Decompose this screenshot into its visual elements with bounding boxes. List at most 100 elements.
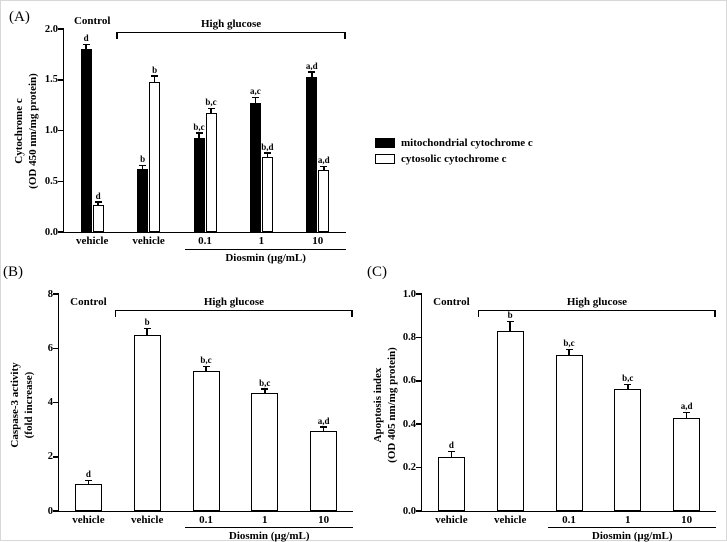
error-bar-cap <box>94 201 102 203</box>
significance-label: d <box>85 469 91 480</box>
bar <box>261 156 273 232</box>
chart-caspase-3: Caspase-3 activity (fold increase) Contro… <box>1 264 369 542</box>
y-tick-label: 2.0 <box>44 23 58 35</box>
x-tick-label: 1 <box>625 514 631 526</box>
error-bar-cap <box>263 152 271 154</box>
bar <box>310 430 338 511</box>
high-glucose-label: High glucose <box>203 296 265 308</box>
significance-label: a,c <box>250 86 261 97</box>
y-tick-label: 0 <box>47 505 53 517</box>
chart-cytochrome-c: Cytochrome c (OD 450 nm/mg protein) Contr… <box>9 7 369 264</box>
significance-label: a,d <box>317 415 330 426</box>
bar <box>137 169 149 232</box>
bar <box>306 76 318 232</box>
significance-label: d <box>83 33 89 44</box>
y-tick-label: 0.6 <box>402 375 416 387</box>
significance-label: a,d <box>305 60 318 71</box>
y-tick-mark <box>58 129 64 132</box>
y-tick-label: 0.2 <box>402 462 416 474</box>
bar <box>193 137 205 232</box>
significance-label: b,c <box>205 97 217 108</box>
plot-area-a: Control High glucose Diosmin (µg/mL) 0.0… <box>45 15 346 264</box>
bar <box>133 334 161 511</box>
x-tick-label: vehicle <box>72 514 105 526</box>
y-tick-label: 0.5 <box>44 175 58 187</box>
legend-item-cytosolic: cytosolic cytochrome c <box>375 153 533 165</box>
high-glucose-bracket: High glucose <box>114 296 354 317</box>
control-group-label: Control <box>73 15 111 27</box>
y-tick-label: 4 <box>47 397 53 408</box>
diosmin-underline <box>185 249 346 250</box>
x-axis-unit-label: Diosmin (µg/mL) <box>591 530 673 542</box>
y-tick-label: 0.8 <box>402 331 416 343</box>
error-bar <box>97 202 99 205</box>
y-tick-mark <box>53 347 59 349</box>
error-bar-cap <box>320 165 328 168</box>
significance-label: b <box>144 317 150 328</box>
error-bar <box>146 329 148 335</box>
error-bar <box>87 481 90 484</box>
bar <box>92 204 104 232</box>
x-tick-label: 1 <box>258 235 265 247</box>
plot-area-b: Control High glucose Diosmin (µg/mL) 0 2 4… <box>48 289 354 542</box>
error-bar <box>509 322 511 331</box>
bar <box>496 330 524 511</box>
open-square-icon <box>375 154 395 164</box>
significance-label: b,c <box>259 377 271 388</box>
bar <box>437 456 465 511</box>
error-bar <box>450 452 453 457</box>
x-tick-label: vehicle <box>493 514 527 526</box>
error-bar-cap <box>195 132 203 134</box>
error-bar-cap <box>320 426 328 428</box>
bar <box>555 354 583 511</box>
x-tick-label: vehicle <box>132 235 165 247</box>
error-bar-cap <box>624 383 632 386</box>
y-tick-mark <box>58 28 64 30</box>
error-bar <box>205 367 207 372</box>
x-tick-label: 10 <box>318 514 330 526</box>
panel-b-tag: (B) <box>3 264 23 280</box>
high-glucose-label: High glucose <box>200 18 262 30</box>
error-bar <box>198 133 200 138</box>
x-tick-label: 0.1 <box>562 514 576 526</box>
significance-label: b <box>507 310 513 321</box>
y-tick-mark <box>58 180 64 182</box>
error-bar <box>210 109 212 114</box>
y-tick-mark <box>416 293 422 295</box>
significance-label: b <box>140 154 146 165</box>
error-bar-cap <box>447 450 455 453</box>
error-bar-cap <box>139 164 147 167</box>
error-bar <box>322 427 325 431</box>
bar <box>614 389 642 511</box>
high-glucose-bracket: High glucose <box>477 296 717 317</box>
significance-label: b,d <box>261 141 274 152</box>
y-tick-mark <box>416 380 422 382</box>
y-tick-mark <box>53 510 59 512</box>
high-glucose-label: High glucose <box>566 296 628 308</box>
error-bar-cap <box>506 320 514 323</box>
error-bar-cap <box>207 107 215 110</box>
y-tick-label: 0.4 <box>402 418 416 430</box>
y-tick-label: 0.0 <box>44 226 58 238</box>
bar <box>149 81 161 232</box>
error-bar <box>568 350 570 355</box>
error-bar-cap <box>308 71 316 73</box>
plot-area-c: Control High glucose Diosmin (µg/mL) 0.0… <box>403 289 717 542</box>
error-bar-cap <box>251 96 259 99</box>
bar <box>192 371 220 511</box>
error-bar <box>323 167 325 171</box>
y-tick-mark <box>416 466 422 469</box>
control-group-label: Control <box>433 296 470 308</box>
significance-label: b,c <box>563 338 575 349</box>
x-tick-label: 1 <box>262 514 268 526</box>
error-bar <box>266 153 269 157</box>
y-tick-label: 0.0 <box>402 505 416 517</box>
y-tick-mark <box>58 79 64 81</box>
high-glucose-bracket: High glucose <box>116 18 346 39</box>
significance-label: b,c <box>200 355 212 366</box>
legend-item-mitochondrial: mitochondrial cytochrome c <box>375 137 533 149</box>
error-bar <box>627 385 629 390</box>
x-tick-label: vehicle <box>130 514 164 526</box>
error-bar-cap <box>151 75 159 77</box>
